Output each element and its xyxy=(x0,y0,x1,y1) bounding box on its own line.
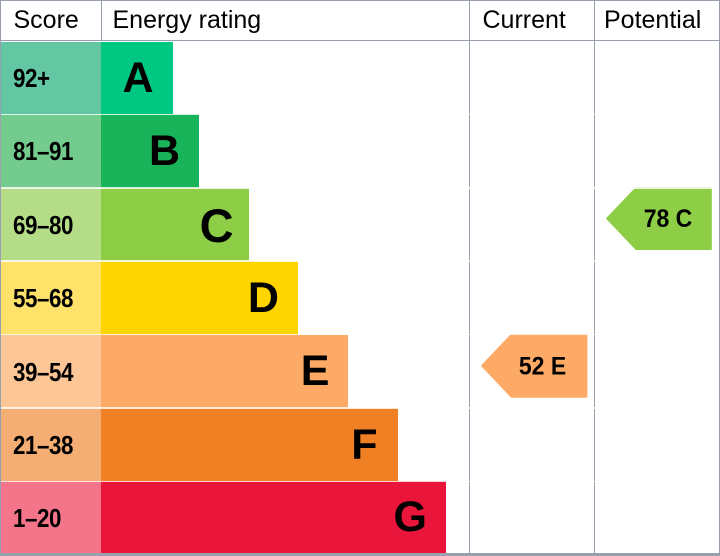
svg-text:78 C: 78 C xyxy=(644,205,693,233)
svg-text:52 E: 52 E xyxy=(519,352,566,380)
